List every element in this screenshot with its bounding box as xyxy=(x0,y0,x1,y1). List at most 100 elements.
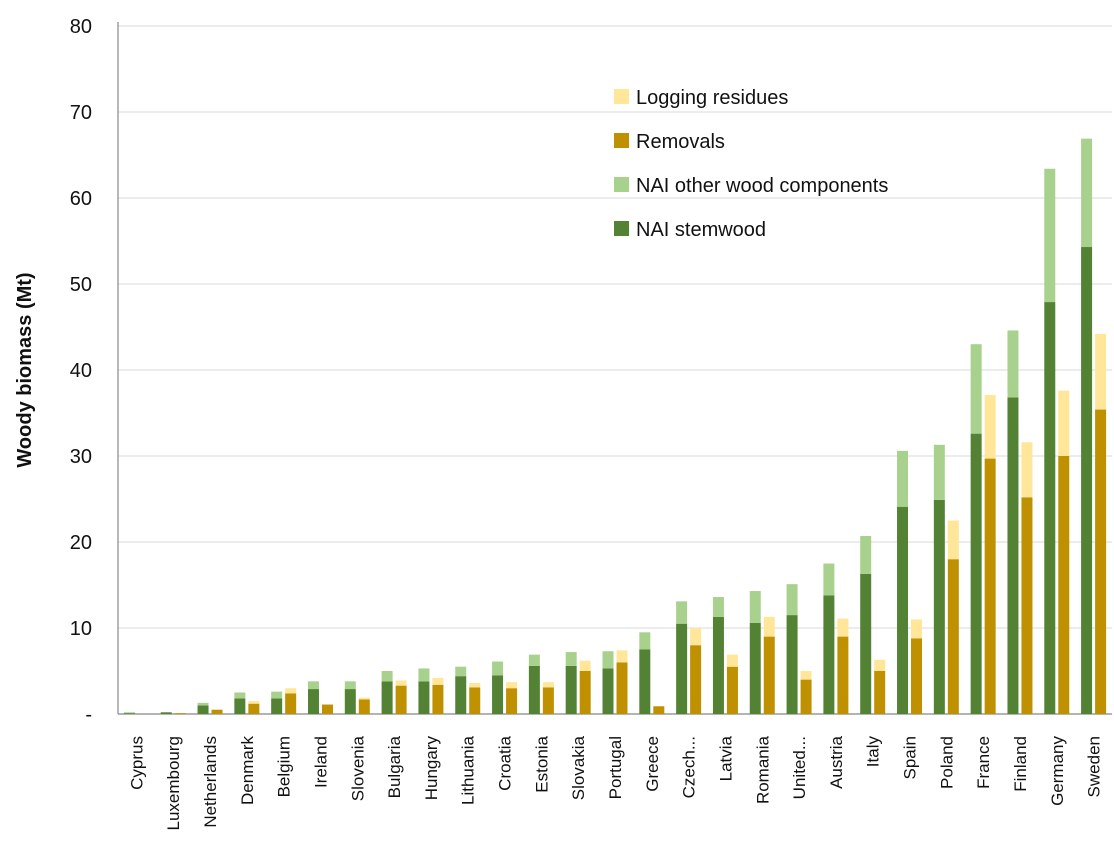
bar-removals xyxy=(874,671,886,714)
bar-nai-stemwood xyxy=(676,623,688,714)
y-tick-label: 40 xyxy=(70,360,92,382)
bar-removals xyxy=(395,685,407,714)
bar-nai-other-wood-components xyxy=(860,535,872,574)
bar-logging-residues xyxy=(874,659,886,671)
bar-removals xyxy=(653,706,665,714)
bar-nai-stemwood xyxy=(528,665,540,714)
bar-logging-residues xyxy=(800,671,812,680)
bar-nai-stemwood xyxy=(418,681,430,714)
bar-nai-stemwood xyxy=(344,689,356,714)
bar-removals xyxy=(616,662,628,714)
bar-nai-other-wood-components xyxy=(271,691,283,699)
x-category-label: Czech... xyxy=(680,736,699,798)
bar-removals xyxy=(248,703,260,714)
legend-label: Removals xyxy=(636,131,725,153)
bar-removals xyxy=(432,684,444,714)
legend-swatch xyxy=(614,133,629,148)
bar-nai-stemwood xyxy=(897,506,909,714)
bar-removals xyxy=(285,693,297,714)
bar-nai-stemwood xyxy=(823,595,835,714)
bar-removals xyxy=(321,704,333,714)
x-category-label: Ireland xyxy=(311,736,330,788)
bar-nai-stemwood xyxy=(197,705,209,714)
bar-logging-residues xyxy=(579,660,591,671)
bar-nai-stemwood xyxy=(271,698,283,714)
x-category-label: Italy xyxy=(864,736,883,768)
y-tick-label: 70 xyxy=(70,102,92,124)
bar-logging-residues xyxy=(616,650,628,663)
bar-removals xyxy=(726,666,738,714)
bar-nai-other-wood-components xyxy=(234,692,246,699)
bar-nai-other-wood-components xyxy=(197,702,209,706)
bar-nai-other-wood-components xyxy=(1007,330,1019,398)
bar-removals xyxy=(579,671,591,714)
bar-logging-residues xyxy=(432,677,444,685)
x-category-label: Croatia xyxy=(496,735,515,790)
bar-nai-stemwood xyxy=(1044,302,1056,714)
y-tick-label: 20 xyxy=(70,532,92,554)
y-tick-label: - xyxy=(85,704,92,726)
bar-nai-other-wood-components xyxy=(970,344,982,434)
bar-nai-other-wood-components xyxy=(933,444,945,500)
bar-logging-residues xyxy=(1021,442,1033,498)
bar-nai-other-wood-components xyxy=(823,563,835,596)
x-category-label: Bulgaria xyxy=(385,735,404,798)
bar-nai-stemwood xyxy=(381,681,393,714)
bar-removals xyxy=(1095,409,1107,714)
x-category-label: Slovenia xyxy=(348,735,367,801)
x-category-label: Denmark xyxy=(238,736,257,805)
x-category-label: Finland xyxy=(1011,736,1030,792)
bar-nai-other-wood-components xyxy=(1081,138,1093,248)
x-category-label: Greece xyxy=(643,736,662,792)
bar-nai-stemwood xyxy=(565,665,577,714)
x-category-label: Latvia xyxy=(716,735,735,781)
bar-logging-residues xyxy=(469,683,481,688)
x-category-label: Cyprus xyxy=(127,736,146,790)
bar-logging-residues xyxy=(542,682,554,688)
bar-nai-stemwood xyxy=(234,698,246,714)
bar-removals xyxy=(358,699,370,714)
bar-removals xyxy=(174,713,186,714)
bar-nai-other-wood-components xyxy=(602,651,614,669)
bar-removals xyxy=(469,687,481,714)
x-category-label: Luxembourg xyxy=(164,736,183,831)
bar-removals xyxy=(911,638,923,714)
bar-nai-stemwood xyxy=(749,622,761,714)
bar-logging-residues xyxy=(947,520,959,560)
y-tick-label: 60 xyxy=(70,188,92,210)
bar-nai-other-wood-components xyxy=(528,654,540,666)
bar-nai-stemwood xyxy=(786,615,798,714)
legend-swatch xyxy=(614,89,629,104)
bar-removals xyxy=(211,709,223,714)
y-axis-title: Woody biomass (Mt) xyxy=(14,272,36,467)
x-category-label: Poland xyxy=(937,736,956,789)
bar-nai-other-wood-components xyxy=(307,681,319,690)
bar-nai-stemwood xyxy=(160,712,172,714)
bar-logging-residues xyxy=(726,654,738,667)
bar-nai-other-wood-components xyxy=(712,597,724,617)
bar-nai-other-wood-components xyxy=(639,632,651,650)
x-category-label: Lithuania xyxy=(459,735,478,805)
bar-nai-stemwood xyxy=(123,713,135,714)
bar-removals xyxy=(837,636,849,714)
bar-nai-other-wood-components xyxy=(1044,168,1056,303)
bar-nai-stemwood xyxy=(1081,247,1093,714)
bar-logging-residues xyxy=(984,394,996,459)
bar-nai-other-wood-components xyxy=(455,666,467,677)
bar-nai-other-wood-components xyxy=(492,661,504,676)
x-category-label: Belgium xyxy=(275,736,294,797)
legend-label: NAI other wood components xyxy=(636,175,888,197)
bar-nai-stemwood xyxy=(1007,397,1019,714)
bar-removals xyxy=(947,559,959,714)
bar-logging-residues xyxy=(763,616,775,637)
bar-nai-stemwood xyxy=(307,689,319,714)
y-tick-label: 30 xyxy=(70,446,92,468)
bar-nai-stemwood xyxy=(492,675,504,714)
bar-logging-residues xyxy=(911,619,923,639)
x-category-label: Germany xyxy=(1048,736,1067,806)
bar-logging-residues xyxy=(285,688,297,694)
bar-logging-residues xyxy=(395,680,407,686)
bar-logging-residues xyxy=(1058,390,1070,456)
bar-logging-residues xyxy=(690,628,702,646)
